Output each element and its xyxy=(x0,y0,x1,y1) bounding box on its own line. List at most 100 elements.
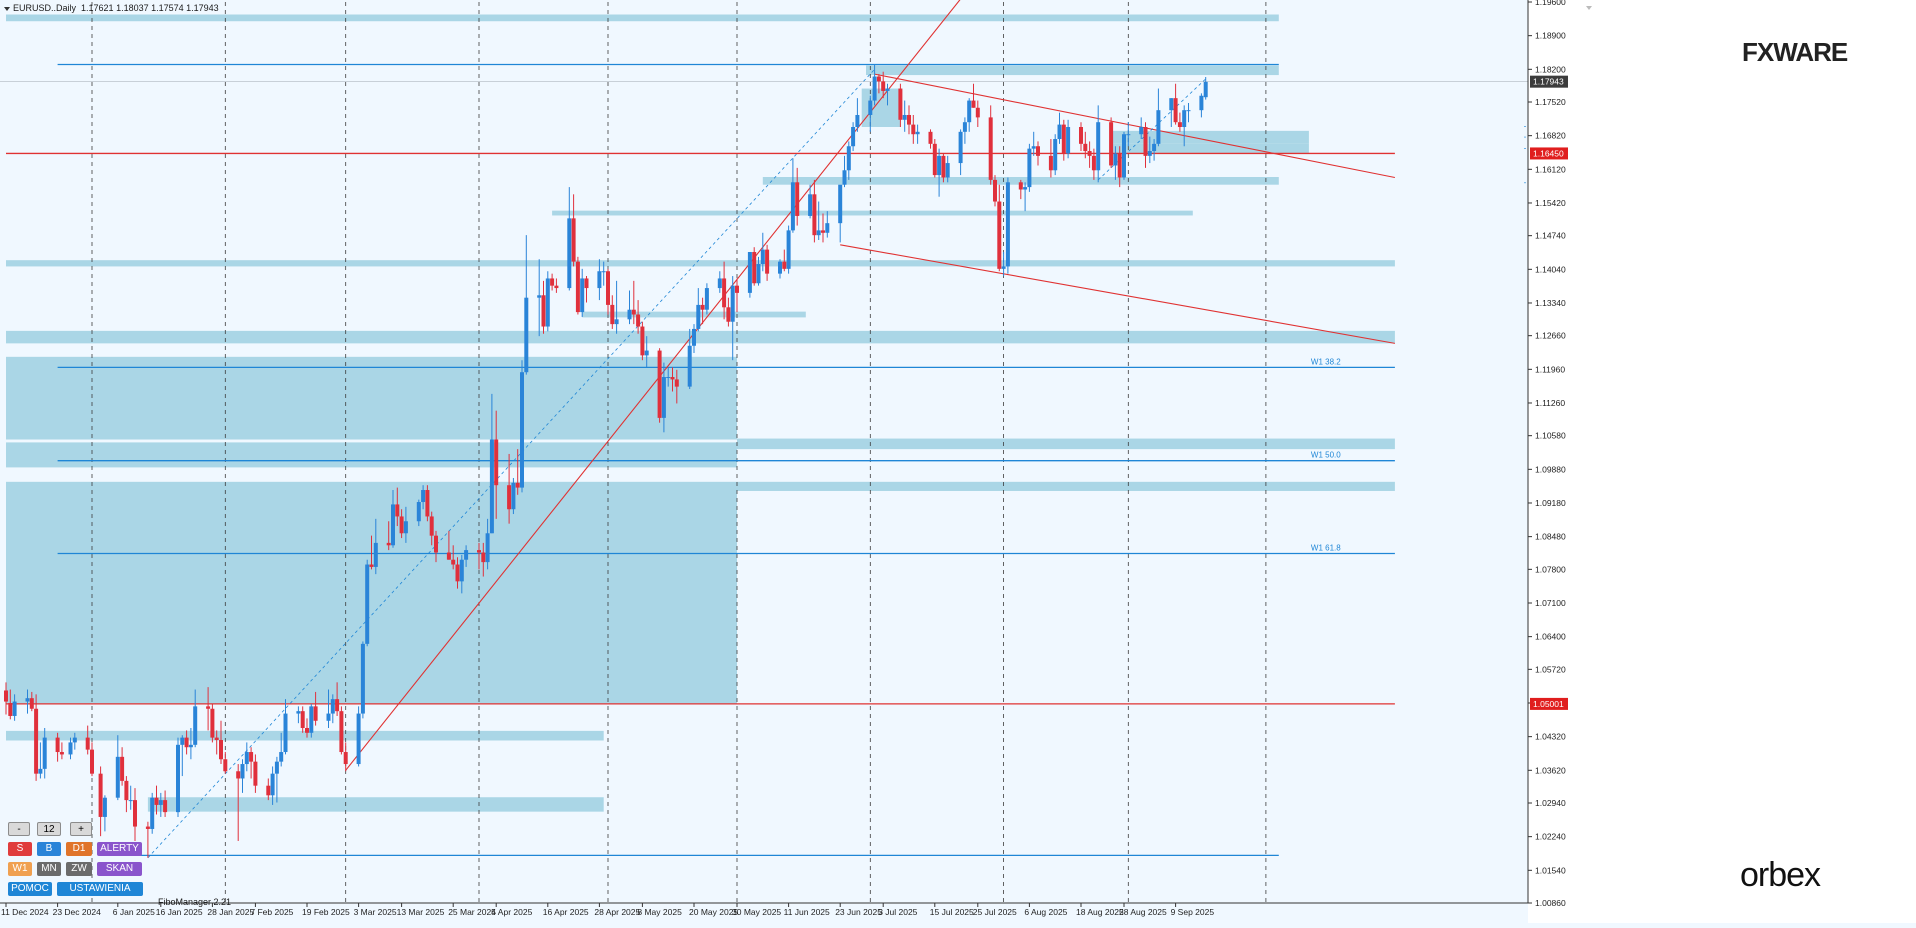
bull-candle xyxy=(511,482,516,510)
bull-candle xyxy=(872,76,877,101)
price-zone xyxy=(582,311,806,318)
bear-candle xyxy=(636,314,641,327)
zoom-out-button[interactable]: - xyxy=(8,822,30,836)
bull-candle xyxy=(360,643,365,714)
bull-candle xyxy=(580,278,585,313)
sell-button[interactable]: S xyxy=(8,842,32,856)
price-tick-label: 1.03620 xyxy=(1535,765,1566,775)
bear-candle xyxy=(369,564,374,567)
bull-candle xyxy=(786,230,791,269)
bear-candle xyxy=(674,379,679,387)
level-line-label: W1 61.8 xyxy=(1311,543,1341,552)
d1-button[interactable]: D1 xyxy=(66,842,92,856)
bull-candle xyxy=(270,773,275,796)
zw-button[interactable]: ZW xyxy=(66,862,92,876)
bull-candle xyxy=(421,490,426,503)
bull-candle xyxy=(692,328,696,346)
bull-candle xyxy=(846,146,851,171)
price-zone xyxy=(866,65,1279,76)
period-value[interactable]: 12 xyxy=(37,822,61,836)
mn-button[interactable]: MN xyxy=(37,862,61,876)
bear-candle xyxy=(812,194,817,236)
price-tick-label: 1.07100 xyxy=(1535,598,1566,608)
zoom-in-button[interactable]: + xyxy=(70,822,92,836)
bear-candle xyxy=(997,201,1002,269)
bear-candle xyxy=(988,117,993,180)
bear-candle xyxy=(300,711,305,728)
bull-candle xyxy=(176,744,180,813)
bull-candle xyxy=(459,559,464,582)
price-zone xyxy=(1111,143,1309,153)
bull-candle xyxy=(283,713,288,753)
bear-candle xyxy=(90,749,94,774)
price-zone xyxy=(6,260,1395,267)
bear-candle xyxy=(1177,122,1182,128)
bull-candle xyxy=(567,218,572,289)
bull-candle xyxy=(945,163,950,178)
price-tick-label: 1.18200 xyxy=(1535,64,1566,74)
bull-candle xyxy=(760,249,765,265)
bull-candle xyxy=(296,711,301,714)
scan-button[interactable]: SKAN xyxy=(97,862,142,876)
bear-candle xyxy=(425,490,430,517)
bull-candle xyxy=(601,271,606,273)
time-tick-label: 18 Aug 2025 xyxy=(1076,907,1124,917)
bear-candle xyxy=(907,114,911,125)
price-zone xyxy=(6,442,737,468)
symbol-label: EURUSD..Daily xyxy=(13,3,77,13)
bear-candle xyxy=(124,780,129,801)
level-line-label: W1 38.2 xyxy=(1311,357,1341,366)
fxware-logo: FXWARE xyxy=(1740,32,1866,68)
time-tick-label: 30 May 2025 xyxy=(732,907,781,917)
bull-candle xyxy=(416,502,421,522)
bull-candle xyxy=(537,295,542,298)
price-zone xyxy=(737,481,1395,491)
time-tick-label: 3 Jul 2025 xyxy=(878,907,917,917)
bull-candle xyxy=(180,737,185,745)
bear-candle xyxy=(1117,153,1122,178)
bear-candle xyxy=(550,278,555,286)
w1-button[interactable]: W1 xyxy=(8,862,32,876)
price-zone xyxy=(6,14,1279,22)
settings-button[interactable]: USTAWIENIA xyxy=(57,882,143,896)
alerts-button[interactable]: ALERTY xyxy=(97,842,142,856)
price-tick-label: 1.13340 xyxy=(1535,298,1566,308)
buy-button[interactable]: B xyxy=(37,842,61,856)
bear-candle xyxy=(898,88,903,120)
price-tick-label: 1.18900 xyxy=(1535,31,1566,41)
price-tick-label: 1.11960 xyxy=(1535,364,1565,374)
price-zone xyxy=(147,797,604,812)
price-tick-label: 1.19600 xyxy=(1535,0,1566,7)
bear-candle xyxy=(1143,127,1148,156)
price-tick-label: 1.15420 xyxy=(1535,198,1566,208)
bear-candle xyxy=(399,516,404,534)
bear-candle xyxy=(1048,155,1053,171)
bear-candle xyxy=(395,504,400,517)
bull-candle xyxy=(520,372,524,488)
bear-candle xyxy=(236,771,241,779)
price-zone xyxy=(1111,130,1309,144)
bear-candle xyxy=(34,708,39,774)
dropdown-triangle-icon[interactable] xyxy=(4,6,10,11)
bear-candle xyxy=(571,218,576,262)
time-tick-label: 7 Feb 2025 xyxy=(250,907,293,917)
bull-candle xyxy=(756,264,761,284)
bull-candle xyxy=(244,752,249,765)
price-tick-label: 1.01540 xyxy=(1535,865,1566,875)
price-tick-label: 1.12660 xyxy=(1535,331,1566,341)
bear-candle xyxy=(1083,143,1088,152)
price-tick-label: 1.00860 xyxy=(1535,898,1566,908)
bear-candle xyxy=(726,307,731,322)
bear-candle xyxy=(1018,182,1023,190)
shift-marker-icon xyxy=(1586,6,1592,10)
bear-candle xyxy=(266,785,271,796)
help-button[interactable]: POMOC xyxy=(8,882,52,896)
bull-candle xyxy=(1066,127,1071,154)
bull-candle xyxy=(193,706,198,745)
bear-candle xyxy=(782,261,787,269)
bear-candle xyxy=(253,761,258,786)
bull-candle xyxy=(1005,182,1010,267)
bull-candle xyxy=(356,713,361,765)
